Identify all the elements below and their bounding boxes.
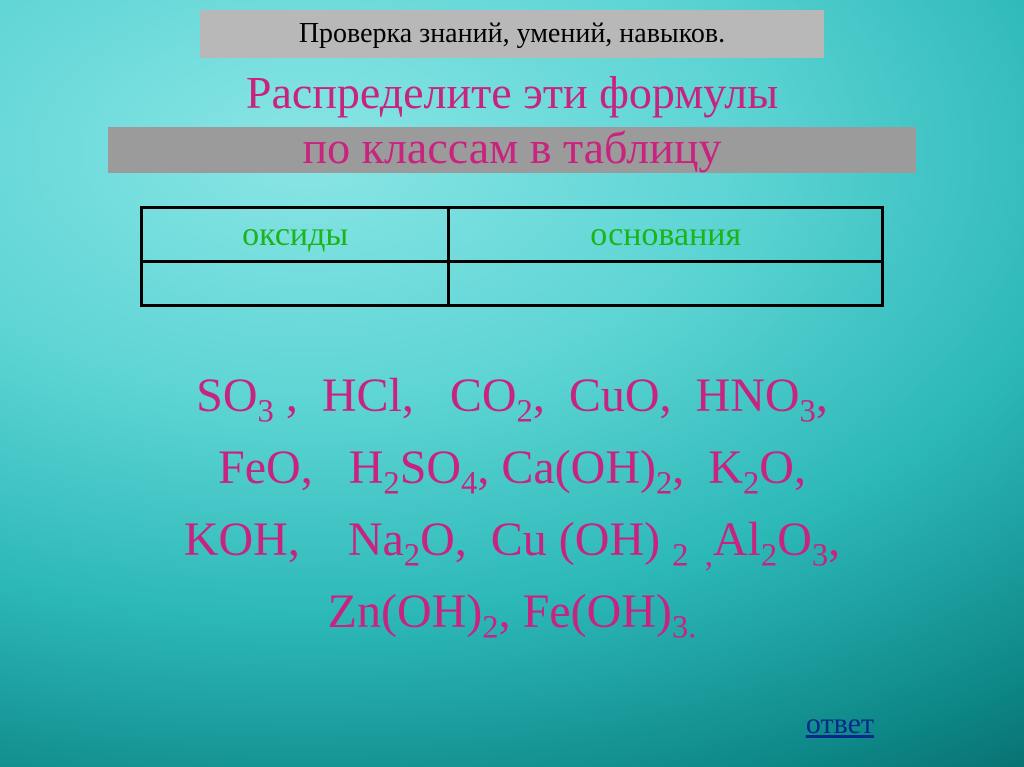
col-bases: основания bbox=[449, 208, 883, 262]
table-header-row: оксиды основания bbox=[142, 208, 883, 262]
table-row bbox=[142, 262, 883, 306]
formula-line-2: FeO, H2SO4, Ca(OH)2, K2O, bbox=[70, 432, 954, 504]
cell-bases bbox=[449, 262, 883, 306]
col-oxides: оксиды bbox=[142, 208, 449, 262]
title-line2: по классам в таблицу bbox=[0, 123, 1024, 174]
formulas-block: SO3 , HCl, CO2, CuO, HNO3, FeO, H2SO4, C… bbox=[0, 360, 1024, 648]
cell-oxides bbox=[142, 262, 449, 306]
answer-link[interactable]: ответ bbox=[806, 707, 874, 741]
title-block: Распределите эти формулы по классам в та… bbox=[0, 68, 1024, 177]
formula-line-1: SO3 , HCl, CO2, CuO, HNO3, bbox=[70, 360, 954, 432]
title-line1: Распределите эти формулы bbox=[0, 68, 1024, 119]
header-box: Проверка знаний, умений, навыков. bbox=[200, 10, 824, 58]
classification-table: оксиды основания bbox=[140, 206, 884, 307]
formula-line-3: KOH, Na2O, Cu (OH) 2 ,Al2O3, bbox=[70, 504, 954, 576]
header-text: Проверка знаний, умений, навыков. bbox=[299, 18, 725, 50]
title-line2-wrap: по классам в таблицу bbox=[0, 123, 1024, 177]
formula-line-4: Zn(OH)2, Fe(OH)3. bbox=[70, 576, 954, 648]
